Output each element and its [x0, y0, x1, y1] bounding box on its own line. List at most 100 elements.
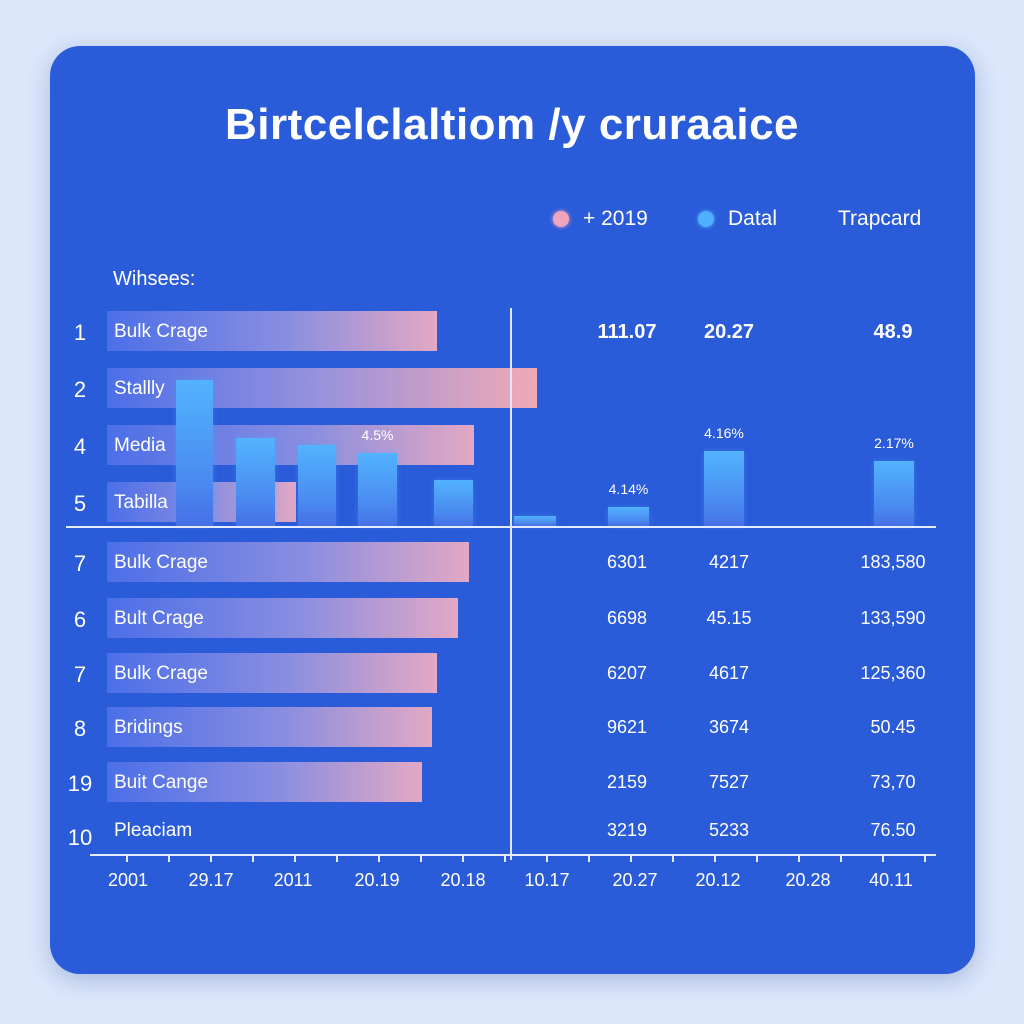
row-bar	[107, 707, 432, 747]
x-tick-label: 2001	[107, 870, 149, 890]
row-label: Bult Crage	[114, 608, 204, 629]
row-bar	[107, 762, 422, 802]
x-tick	[462, 854, 464, 862]
x-tick-label: 2011	[273, 870, 313, 890]
row-number: 19	[67, 771, 93, 796]
x-tick	[924, 854, 926, 862]
x-tick	[840, 854, 842, 862]
chart-subtitle: Wihsees:	[113, 268, 196, 290]
column-bar	[608, 507, 649, 526]
table-cell: 9621	[606, 717, 648, 737]
column-bar	[874, 461, 914, 526]
x-tick-label: 40.11	[869, 870, 913, 890]
table-cell: 2159	[606, 772, 648, 792]
row-label: Bulk Crage	[114, 663, 208, 684]
column-bar	[298, 445, 336, 526]
x-tick	[504, 854, 506, 862]
x-tick-label: 20.19	[354, 870, 400, 890]
x-tick	[756, 854, 758, 862]
row-label: Tabilla	[114, 492, 168, 513]
x-tick	[588, 854, 590, 862]
column-bar	[236, 438, 275, 526]
table-cell: 6207	[606, 663, 648, 683]
column-bar-label: 4.14%	[608, 481, 649, 497]
column-bar	[704, 451, 744, 526]
column-bar-label: 4.16%	[704, 425, 744, 441]
row-number: 6	[73, 607, 87, 632]
x-tick	[714, 854, 716, 862]
vertical-divider	[510, 308, 512, 860]
row-number: 7	[73, 551, 87, 576]
row-label: Bulk Crage	[114, 552, 208, 573]
legend-label: Datal	[728, 207, 778, 230]
table-cell: 125,360	[860, 663, 926, 683]
row-label: Pleaciam	[114, 820, 193, 841]
row-number: 2	[73, 377, 87, 402]
table-cell: 3674	[708, 717, 750, 737]
x-tick	[294, 854, 296, 862]
column-bar	[358, 453, 397, 526]
row-label: Stallly	[114, 378, 165, 399]
baseline-divider	[66, 526, 936, 528]
row-number: 7	[73, 662, 87, 687]
legend-label: + 2019	[583, 207, 648, 230]
legend-swatch	[698, 211, 714, 227]
table-cell: 133,590	[860, 608, 926, 628]
row-label: Bulk Crage	[114, 321, 208, 342]
table-cell: 4217	[708, 552, 750, 572]
row-label: Media	[114, 435, 166, 456]
table-cell: 6698	[606, 608, 648, 628]
table-cell: 183,580	[860, 552, 926, 572]
table-cell: 73,70	[870, 772, 916, 792]
table-cell: 20.27	[703, 321, 755, 343]
x-tick	[798, 854, 800, 862]
table-cell: 50.45	[870, 717, 916, 737]
table-cell: 48.9	[873, 321, 913, 343]
x-tick	[672, 854, 674, 862]
x-tick-label: 20.28	[785, 870, 831, 890]
legend-item: Datal	[698, 207, 777, 231]
row-bar	[107, 598, 458, 638]
legend-item: Trapcard	[838, 207, 921, 231]
column-bar	[176, 380, 213, 526]
x-axis	[90, 854, 936, 856]
x-tick-label: 29.17	[188, 870, 234, 890]
x-tick-label: 20.18	[440, 870, 486, 890]
table-cell: 45.15	[706, 608, 752, 628]
row-bar	[107, 542, 469, 582]
table-cell: 3219	[606, 820, 648, 840]
row-label: Buit Cange	[114, 772, 209, 793]
x-tick	[546, 854, 548, 862]
column-bar-label: 2.17%	[874, 435, 914, 451]
row-number: 10	[67, 825, 93, 850]
row-number: 1	[73, 320, 87, 345]
row-bar	[107, 653, 437, 693]
legend-label: Trapcard	[838, 207, 922, 230]
x-tick-label: 20.27	[612, 870, 658, 890]
x-tick-label: 10.17	[524, 870, 570, 890]
table-cell: 111.07	[597, 321, 657, 343]
table-cell: 7527	[708, 772, 750, 792]
row-bar	[107, 311, 437, 351]
x-tick	[168, 854, 170, 862]
x-tick-label: 20.12	[695, 870, 741, 890]
x-tick	[126, 854, 128, 862]
row-bar	[107, 368, 537, 408]
chart-title: Birtcelclaltiom /y cruraaice	[224, 100, 800, 149]
column-bar-label: 4.5%	[361, 427, 394, 443]
row-number: 8	[73, 716, 87, 741]
row-number: 4	[73, 434, 87, 459]
x-tick	[630, 854, 632, 862]
row-number: 5	[73, 491, 87, 516]
x-tick	[210, 854, 212, 862]
table-cell: 76.50	[870, 820, 916, 840]
x-tick	[420, 854, 422, 862]
x-tick	[336, 854, 338, 862]
x-tick	[882, 854, 884, 862]
table-cell: 5233	[708, 820, 750, 840]
column-bar	[514, 516, 556, 526]
x-tick	[378, 854, 380, 862]
row-label: Bridings	[114, 717, 183, 738]
row-bar	[107, 425, 474, 465]
table-cell: 4617	[708, 663, 750, 683]
